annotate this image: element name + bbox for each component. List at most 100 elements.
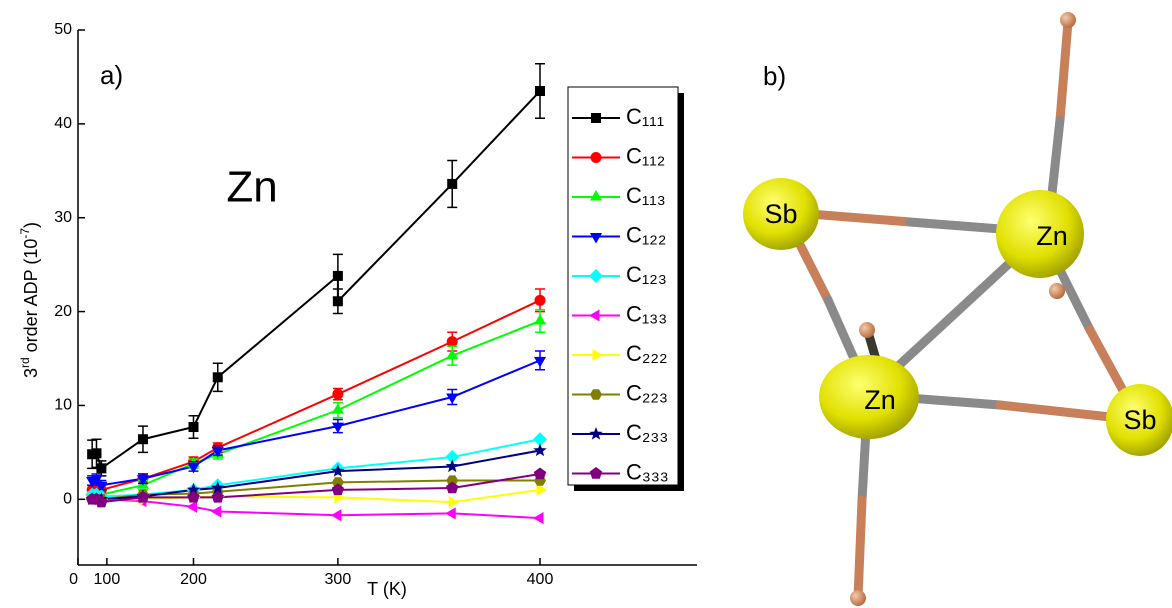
- legend-label: C₁₃₃: [626, 301, 667, 326]
- annotation: Zn: [226, 163, 277, 212]
- data-point: [533, 443, 547, 457]
- legend-marker: [590, 152, 602, 163]
- x-tick-label: 400: [527, 571, 554, 588]
- data-point: [533, 356, 547, 368]
- data-point: [533, 512, 544, 525]
- atom: [1106, 384, 1172, 456]
- legend-marker: [592, 348, 603, 362]
- data-point: [331, 403, 344, 414]
- structure-diagram: b) Sb Zn Zn Sb: [743, 12, 1172, 606]
- legend-marker: [589, 467, 603, 479]
- data-point: [330, 509, 342, 522]
- series-line: [91, 320, 541, 498]
- legend-label: C₂₂₃: [626, 380, 668, 405]
- y-label-part: -7: [18, 228, 32, 239]
- legend-label: C₁₂₃: [626, 262, 667, 287]
- data-point: [446, 336, 458, 348]
- data-point: [534, 294, 546, 306]
- data-point: [211, 490, 224, 503]
- legend-label: C₁₁₃: [626, 183, 666, 208]
- y-label-part: ): [21, 222, 41, 228]
- data-point: [448, 496, 460, 509]
- plot: 0 10 20 30 40 50 0 100 200 300 400 C₁₁₁ C₁₁₂ C₁₁₃ C₁₂₂…: [54, 21, 697, 588]
- y-tick-label: 10: [54, 397, 72, 414]
- data-point: [535, 86, 546, 97]
- series-line: [92, 498, 541, 520]
- data-point: [187, 490, 200, 503]
- bonds: [780, 17, 1143, 603]
- data-point: [210, 505, 222, 518]
- y-tick-label: 30: [54, 209, 72, 226]
- legend-label: C₁₂₂: [626, 222, 666, 247]
- data-point: [533, 432, 548, 447]
- data-point: [332, 388, 344, 400]
- data-point: [96, 463, 107, 474]
- data-point: [536, 483, 548, 496]
- data-point: [136, 490, 150, 503]
- x-tick-label: 0: [69, 571, 78, 588]
- atom: [996, 190, 1084, 278]
- data-point: [446, 481, 459, 494]
- data-point: [447, 178, 458, 189]
- atom: [819, 355, 919, 439]
- data-point: [445, 459, 459, 473]
- series-line: [91, 90, 541, 470]
- data-point: [186, 500, 198, 513]
- atom-label: Zn: [864, 385, 896, 415]
- data-point: [445, 450, 460, 465]
- y-label-part: 3: [21, 368, 41, 378]
- atom-label: Sb: [1123, 405, 1156, 435]
- y-tick-label: 40: [54, 115, 72, 132]
- x-tick-label: 100: [94, 571, 121, 588]
- legend-label: C₃₃₃: [626, 459, 669, 484]
- legend-marker: [589, 233, 603, 244]
- data-point: [331, 477, 344, 488]
- legend-label: C₁₁₂: [626, 143, 665, 168]
- legend-marker: [590, 389, 602, 400]
- series-line: [91, 299, 541, 492]
- legend-marker: [591, 113, 601, 123]
- atom: [1060, 12, 1076, 28]
- legend-box: [567, 86, 679, 486]
- legend-marker: [589, 309, 600, 322]
- panel-label: a): [100, 60, 123, 90]
- data-point: [446, 393, 459, 404]
- data-point: [533, 467, 547, 480]
- data-point: [533, 313, 547, 325]
- atom-label: Zn: [1036, 221, 1068, 251]
- legend-label: C₂₂₂: [626, 341, 668, 366]
- data-point: [188, 422, 199, 433]
- data-point: [331, 422, 344, 434]
- y-label-part: rd: [18, 357, 32, 368]
- data-point: [91, 448, 102, 459]
- data-point: [137, 434, 148, 445]
- panel-label: b): [763, 61, 786, 91]
- atom: [859, 322, 875, 338]
- data-point: [446, 348, 459, 360]
- data-point: [332, 296, 343, 307]
- legend-marker: [589, 427, 603, 440]
- data-point: [445, 507, 456, 520]
- data-point: [211, 481, 225, 494]
- data-point: [95, 481, 108, 493]
- atom: [743, 178, 819, 250]
- legend-marker: [589, 190, 603, 201]
- series-line: [91, 359, 541, 487]
- data-point: [186, 482, 201, 496]
- y-tick-label: 50: [54, 21, 72, 38]
- data-point: [136, 475, 150, 486]
- y-tick-label: 0: [63, 491, 72, 508]
- data-point: [332, 270, 343, 281]
- legend-marker: [589, 269, 603, 283]
- y-axis-label: 3rd order ADP (10-7): [18, 222, 41, 378]
- atom: [850, 590, 866, 606]
- legend-label: C₁₁₁: [626, 104, 664, 129]
- legend-label: C₂₃₃: [626, 420, 668, 445]
- x-tick-label: 200: [180, 571, 207, 588]
- data-point: [446, 475, 459, 486]
- data-point: [331, 483, 345, 496]
- data-point: [212, 372, 223, 383]
- x-axis-label: T (K): [367, 579, 407, 599]
- y-label-part: order ADP (10: [21, 239, 41, 358]
